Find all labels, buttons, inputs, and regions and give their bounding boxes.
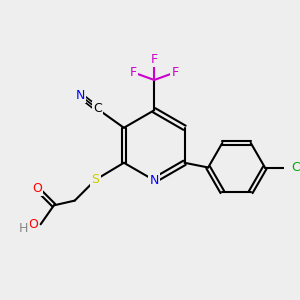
Text: O: O [32, 182, 42, 195]
Text: F: F [172, 66, 178, 79]
Text: O: O [28, 218, 38, 231]
Text: S: S [92, 173, 100, 186]
Text: N: N [76, 89, 85, 102]
Text: C: C [93, 102, 102, 115]
Text: F: F [151, 53, 158, 66]
Text: H: H [19, 221, 28, 235]
Text: N: N [149, 174, 159, 187]
Text: F: F [130, 66, 137, 79]
Text: Cl: Cl [291, 161, 300, 174]
